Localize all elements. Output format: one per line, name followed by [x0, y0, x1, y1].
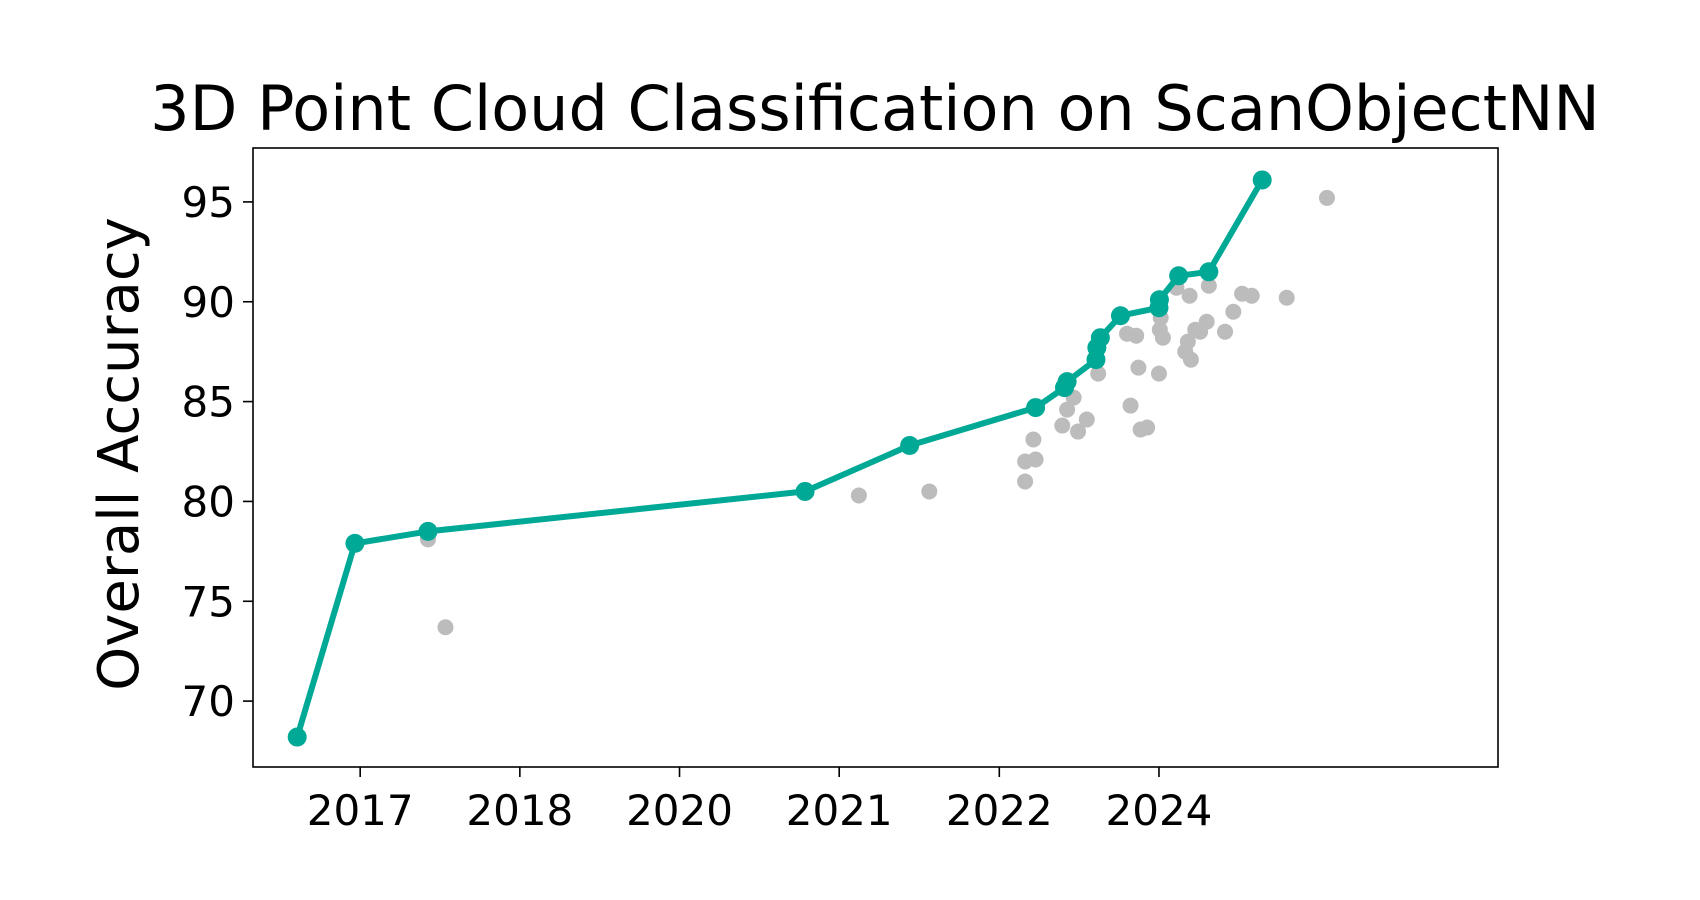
plot-area: 2017 2018 2020 2021 2022 2024 70 75 80 85 90 95	[182, 147, 1499, 835]
other-point	[1150, 365, 1167, 382]
sota-point	[1199, 262, 1219, 282]
other-point	[1078, 411, 1095, 428]
x-tick-label-1: 2018	[466, 786, 573, 835]
other-point	[1027, 451, 1044, 468]
y-axis-label: Overall Accuracy	[87, 217, 152, 691]
other-point	[1070, 423, 1087, 440]
other-point	[921, 483, 938, 500]
x-tick-label-4: 2022	[946, 786, 1053, 835]
x-tick-label-2: 2020	[626, 786, 733, 835]
other-point	[1278, 289, 1295, 306]
other-point	[1225, 303, 1242, 320]
other-point	[437, 619, 454, 636]
other-point	[1017, 473, 1034, 490]
other-point	[1025, 431, 1042, 448]
other-point	[1182, 351, 1199, 368]
sota-point	[1252, 170, 1272, 190]
other-point	[1128, 327, 1145, 344]
plot-frame	[252, 147, 1499, 768]
sota-point	[1090, 328, 1110, 348]
x-axis: 2017 2018 2020 2021 2022 2024	[307, 767, 1213, 835]
other-point	[1318, 189, 1335, 206]
y-tick-label-4: 90	[182, 278, 235, 327]
y-tick-label-5: 95	[182, 178, 235, 227]
other-point	[1198, 313, 1215, 330]
other-point	[1139, 419, 1156, 436]
sota-series	[287, 170, 1272, 747]
y-tick-label-2: 80	[182, 477, 235, 526]
sota-point	[1026, 398, 1046, 418]
other-point	[1130, 359, 1147, 376]
other-point	[1059, 401, 1076, 418]
sota-point	[1169, 266, 1189, 286]
sota-point	[900, 436, 920, 456]
sota-point	[795, 481, 815, 501]
sota-point	[1110, 306, 1130, 326]
y-axis: 70 75 80 85 90 95	[182, 178, 253, 726]
other-point	[1054, 417, 1071, 434]
sota-line	[294, 178, 1265, 738]
sota-point	[345, 533, 365, 553]
other-methods-series	[419, 189, 1335, 636]
x-tick-label-0: 2017	[307, 786, 414, 835]
other-point	[1179, 333, 1196, 350]
other-point	[1217, 323, 1234, 340]
other-point	[1181, 287, 1198, 304]
sota-point	[1149, 290, 1169, 310]
other-point	[1090, 365, 1107, 382]
sota-point	[287, 727, 307, 747]
other-point	[1122, 397, 1139, 414]
other-point	[1243, 287, 1260, 304]
y-tick-label-0: 70	[182, 677, 235, 726]
other-point	[1200, 277, 1217, 294]
y-tick-label-1: 75	[182, 577, 235, 626]
x-tick-label-5: 2024	[1106, 786, 1213, 835]
chart-title: 3D Point Cloud Classification on ScanObj…	[150, 72, 1600, 145]
y-tick-label-3: 85	[182, 378, 235, 427]
other-point	[850, 487, 867, 504]
sota-point	[1057, 372, 1077, 392]
other-point	[1154, 329, 1171, 346]
x-tick-label-3: 2021	[786, 786, 893, 835]
sota-point	[418, 521, 438, 541]
